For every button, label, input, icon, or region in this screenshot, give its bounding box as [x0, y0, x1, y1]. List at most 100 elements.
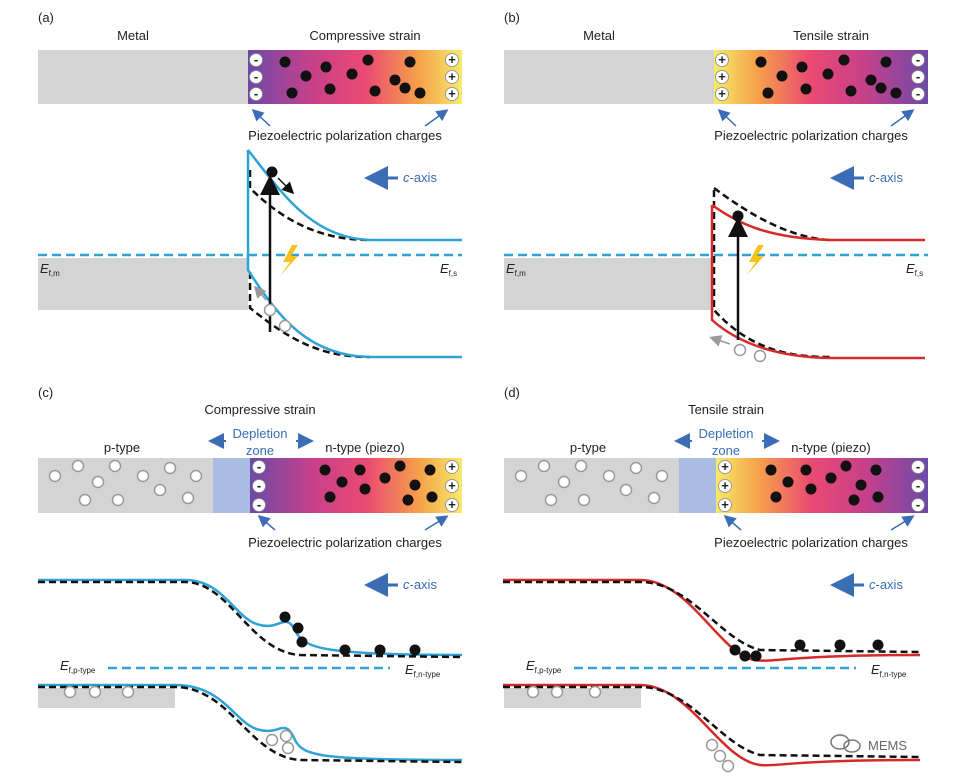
charge — [911, 53, 925, 67]
hole — [544, 493, 558, 507]
electron — [880, 56, 892, 68]
strain-label: Compressive strain — [309, 28, 420, 43]
charge — [715, 70, 729, 84]
electron — [794, 639, 806, 651]
charge — [249, 53, 263, 67]
charge-sign: + — [448, 497, 456, 512]
arrow — [254, 285, 267, 301]
symbol: E — [871, 662, 880, 677]
band-edge — [710, 205, 925, 360]
metal-block — [504, 50, 714, 104]
c-axis-label: c-axis — [869, 577, 903, 592]
symbol: E — [506, 261, 515, 276]
charges-label: Piezoelectric polarization charges — [714, 128, 908, 143]
subscript: f,s — [915, 269, 923, 278]
p-band — [504, 688, 641, 708]
hole — [713, 749, 727, 763]
charges-label: Piezoelectric polarization charges — [714, 535, 908, 550]
electron — [822, 68, 834, 80]
subscript: f,m — [515, 269, 526, 278]
arrow — [890, 515, 915, 531]
charges-label: Piezoelectric polarization charges — [248, 535, 442, 550]
light-flash — [746, 245, 764, 276]
axis-rest: -axis — [876, 170, 904, 185]
hole — [655, 469, 669, 483]
charge-sign: + — [721, 497, 729, 512]
p-block — [38, 458, 213, 513]
electron — [409, 644, 421, 656]
metal-block — [38, 50, 248, 104]
hole — [121, 685, 135, 699]
charge-sign: - — [257, 478, 261, 493]
charge — [445, 479, 459, 493]
electron — [776, 70, 788, 82]
electron — [890, 87, 902, 99]
charge-sign: - — [916, 69, 920, 84]
hole — [602, 469, 616, 483]
c-axis-label: c-axis — [403, 577, 437, 592]
charge-sign: - — [257, 497, 261, 512]
c-axis-label: c-axis — [869, 170, 903, 185]
panel-label: (a) — [38, 10, 54, 25]
hole — [88, 685, 102, 699]
charge — [718, 498, 732, 512]
charge — [445, 53, 459, 67]
electron — [379, 472, 391, 484]
hole — [550, 685, 564, 699]
charge — [718, 460, 732, 474]
hole — [279, 729, 293, 743]
charge — [252, 460, 266, 474]
charge-sign: + — [448, 459, 456, 474]
hole — [588, 685, 602, 699]
hole — [733, 343, 747, 357]
cb-dashed — [248, 170, 371, 242]
electron — [765, 464, 777, 476]
hole — [71, 459, 85, 473]
electron — [286, 87, 298, 99]
electron — [320, 61, 332, 73]
charge-sign: + — [721, 459, 729, 474]
electron — [762, 87, 774, 99]
metal-band — [504, 258, 714, 310]
p-type-label: p-type — [104, 440, 140, 455]
electron — [750, 650, 762, 662]
hole — [629, 461, 643, 475]
axis-rest: -axis — [410, 170, 438, 185]
axis-italic: c — [869, 577, 876, 592]
charge — [715, 87, 729, 101]
depletion-block — [679, 458, 716, 513]
electron — [319, 464, 331, 476]
band-edge — [246, 150, 462, 359]
charge-sign: - — [254, 69, 258, 84]
p-band — [38, 688, 175, 708]
axis-rest: -axis — [410, 577, 438, 592]
electron — [389, 74, 401, 86]
hole — [108, 459, 122, 473]
hole — [647, 491, 661, 505]
metal-band — [38, 258, 248, 310]
hole — [281, 741, 295, 755]
electron — [324, 83, 336, 95]
charge — [911, 87, 925, 101]
panel-label: (d) — [504, 385, 520, 400]
n-type-label: n-type (piezo) — [325, 440, 404, 455]
hole — [574, 459, 588, 473]
conduction-band — [711, 203, 925, 242]
fermi-p: Ef,p-type — [526, 658, 562, 675]
hole — [181, 491, 195, 505]
electron — [426, 491, 438, 503]
charge — [911, 460, 925, 474]
panel-label: (c) — [38, 385, 53, 400]
arrow — [723, 515, 742, 531]
symbol: E — [60, 658, 69, 673]
charge-sign: - — [257, 459, 261, 474]
hole — [278, 319, 292, 333]
fermi-n: Ef,n-type — [405, 662, 441, 679]
charge-sign: + — [721, 478, 729, 493]
charge — [252, 498, 266, 512]
depletion-block — [213, 458, 250, 513]
electron — [834, 639, 846, 651]
charge-sign: + — [448, 52, 456, 67]
subscript: f,p-type — [535, 666, 562, 675]
electron — [354, 464, 366, 476]
